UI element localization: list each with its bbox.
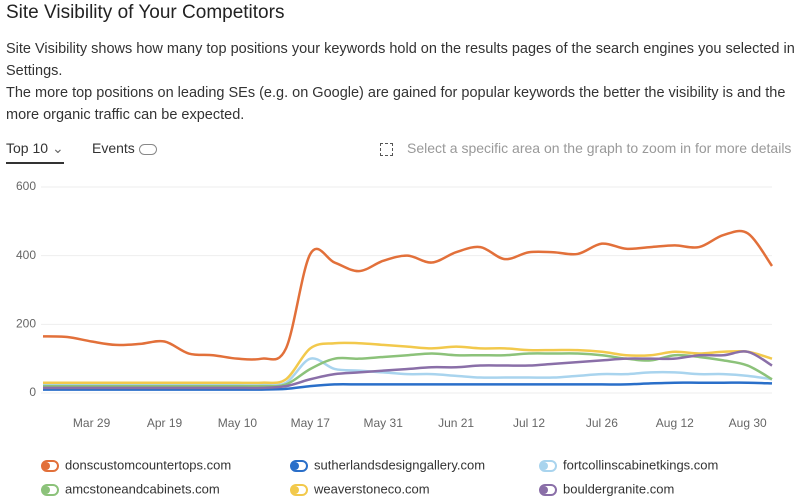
events-toggle[interactable]: Events: [92, 140, 157, 156]
series-line: [43, 381, 773, 391]
x-tick-label: Aug 30: [729, 416, 767, 430]
x-tick-label: Jun 21: [438, 416, 474, 430]
y-tick-label: 0: [29, 385, 36, 399]
y-tick-label: 200: [16, 317, 36, 331]
x-tick-label: Jul 26: [586, 416, 618, 430]
y-tick-label: 400: [16, 248, 36, 262]
legend-label: sutherlandsdesigngallery.com: [314, 457, 485, 472]
legend-label: amcstoneandcabinets.com: [65, 481, 220, 496]
description-line: Site Visibility shows how many top posit…: [6, 41, 795, 79]
hint-text: Select a specific area on the graph to z…: [407, 140, 792, 156]
description: Site Visibility shows how many top posit…: [6, 38, 796, 126]
legend-label: weaverstoneco.com: [313, 481, 430, 496]
legend-dot: [42, 462, 50, 470]
legend-dot: [291, 462, 299, 470]
series-line: [42, 350, 773, 390]
series-line: [42, 229, 774, 361]
legend-dot: [291, 486, 299, 494]
legend-label: bouldergranite.com: [563, 481, 674, 496]
series-line: [42, 341, 773, 385]
description-line: The more top positions on leading SEs (e…: [6, 85, 786, 123]
x-tick-label: May 17: [291, 416, 331, 430]
period-select[interactable]: Top 10 ⌄: [6, 140, 64, 164]
page-title: Site Visibility of Your Competitors: [6, 2, 285, 23]
legend-dot: [540, 462, 548, 470]
legend-label: donscustomcountertops.com: [65, 457, 231, 472]
y-tick-label: 600: [16, 179, 36, 193]
x-tick-label: Jul 12: [513, 416, 545, 430]
period-label: Top 10: [6, 140, 49, 156]
x-tick-label: May 10: [218, 416, 258, 430]
x-tick-label: May 31: [364, 416, 404, 430]
events-label: Events: [92, 140, 135, 156]
legend-dot: [42, 486, 50, 494]
series-line: [43, 357, 773, 387]
legend-label: fortcollinscabinetkings.com: [563, 457, 718, 472]
series-line: [42, 352, 773, 388]
x-tick-label: Aug 12: [656, 416, 694, 430]
zoom-hint: Select a specific area on the graph to z…: [380, 140, 791, 156]
x-tick-label: Apr 19: [147, 416, 183, 430]
x-tick-label: Mar 29: [73, 416, 111, 430]
legend-dot: [540, 486, 548, 494]
